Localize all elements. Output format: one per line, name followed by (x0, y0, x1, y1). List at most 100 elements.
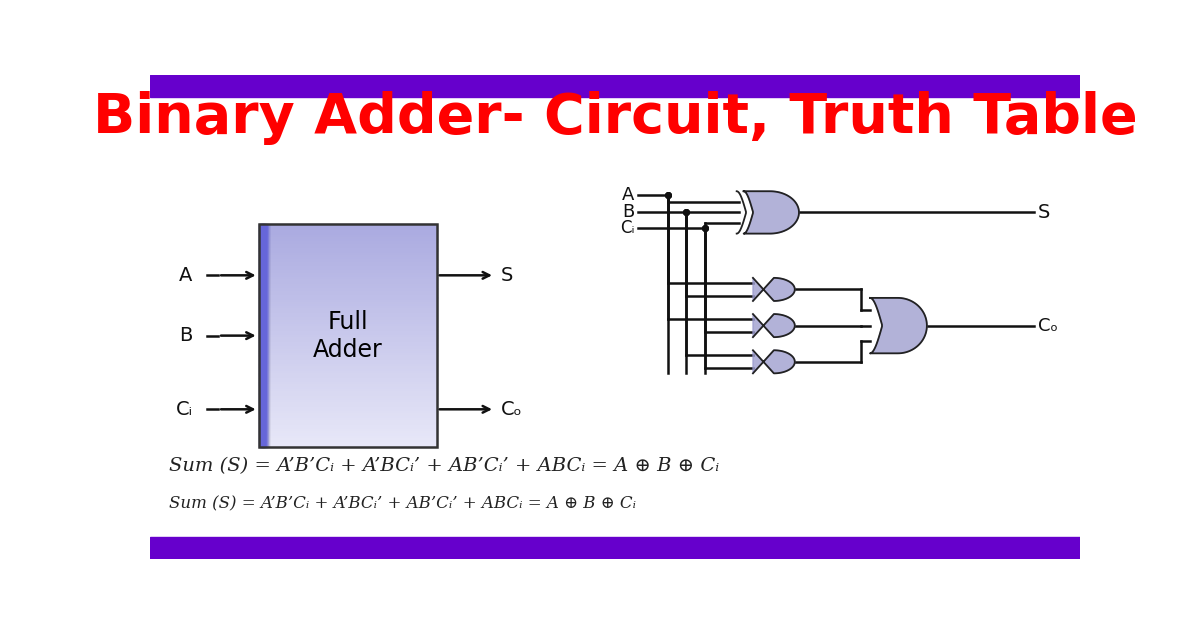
Bar (263, 224, 268, 447)
Bar (260, 224, 265, 447)
Bar (258, 300, 437, 302)
Bar (263, 224, 268, 447)
Text: Binary Adder- Circuit, Truth Table: Binary Adder- Circuit, Truth Table (92, 92, 1138, 146)
Bar (264, 224, 269, 447)
Text: S: S (1038, 203, 1050, 222)
Bar (264, 224, 268, 447)
Text: A: A (179, 266, 193, 285)
Bar (263, 224, 268, 447)
Bar (258, 367, 437, 369)
Bar (258, 376, 437, 378)
Bar (258, 360, 437, 362)
Bar (263, 224, 266, 447)
Bar (258, 357, 437, 360)
Bar (264, 224, 269, 447)
Polygon shape (752, 314, 794, 337)
Bar (258, 440, 437, 443)
Bar (258, 369, 437, 371)
Bar (258, 313, 437, 315)
Bar (258, 308, 437, 311)
Bar (258, 362, 437, 365)
Bar (258, 257, 437, 260)
Bar (258, 255, 437, 257)
Bar (258, 344, 437, 347)
Bar (258, 288, 437, 291)
Bar (258, 355, 437, 358)
Bar (263, 224, 266, 447)
Bar (259, 224, 263, 447)
Bar (258, 228, 437, 230)
Bar (258, 241, 437, 244)
Bar (258, 232, 437, 235)
Bar (258, 271, 437, 273)
Bar (258, 431, 437, 434)
Bar (265, 224, 269, 447)
Bar (258, 251, 437, 253)
Text: Cₒ: Cₒ (1038, 317, 1058, 335)
Bar (258, 239, 437, 242)
Bar (258, 306, 437, 309)
Bar (262, 224, 265, 447)
Bar (258, 279, 437, 282)
Bar (258, 349, 437, 351)
Bar (263, 224, 268, 447)
Bar (258, 393, 437, 396)
Bar (262, 224, 266, 447)
Polygon shape (752, 350, 794, 374)
Bar (258, 264, 437, 266)
Bar (258, 230, 437, 233)
Bar (258, 413, 437, 416)
Polygon shape (744, 192, 799, 234)
Text: Sum (S) = A’B’Cᵢ + A’BCᵢ’ + AB’Cᵢ’ + ABCᵢ = A ⊕ B ⊕ Cᵢ: Sum (S) = A’B’Cᵢ + A’BCᵢ’ + AB’Cᵢ’ + ABC… (169, 458, 720, 475)
Bar (265, 224, 269, 447)
Bar (258, 328, 437, 331)
Bar (258, 337, 437, 340)
Bar (259, 224, 264, 447)
Bar (262, 224, 265, 447)
Bar (258, 364, 437, 367)
Bar (258, 436, 437, 438)
Bar (262, 224, 266, 447)
Bar (258, 382, 437, 385)
Bar (258, 311, 437, 313)
Bar (262, 224, 266, 447)
Bar (260, 224, 265, 447)
Bar (258, 389, 437, 391)
Bar (259, 224, 264, 447)
Text: B: B (622, 203, 635, 222)
Bar (260, 224, 264, 447)
Bar (258, 322, 437, 325)
Bar (258, 291, 437, 293)
Bar (258, 445, 437, 447)
Bar (259, 224, 264, 447)
Bar (258, 371, 437, 374)
Bar (258, 248, 437, 251)
Bar (259, 224, 263, 447)
Polygon shape (870, 298, 926, 354)
Bar (264, 224, 268, 447)
Bar (258, 224, 437, 226)
Bar (258, 259, 437, 262)
Bar (258, 266, 437, 269)
Bar (259, 224, 264, 447)
Bar (258, 244, 437, 246)
Bar (258, 224, 263, 447)
Bar (265, 224, 270, 447)
Bar (258, 315, 437, 318)
Bar (150, 75, 1080, 97)
Bar (258, 268, 437, 271)
Bar (265, 224, 269, 447)
Bar (258, 347, 437, 349)
Bar (264, 224, 269, 447)
Bar (258, 273, 437, 275)
Bar (258, 429, 437, 431)
Bar (258, 380, 437, 382)
Bar (258, 281, 437, 284)
Text: Sum (S) = A’B’Cᵢ + A’BCᵢ’ + AB’Cᵢ’ + ABCᵢ = A ⊕ B ⊕ Cᵢ: Sum (S) = A’B’Cᵢ + A’BCᵢ’ + AB’Cᵢ’ + ABC… (169, 495, 636, 512)
Bar (258, 387, 437, 389)
Bar (258, 398, 437, 401)
Bar (258, 237, 437, 240)
Bar (264, 224, 269, 447)
Bar (259, 224, 263, 447)
Bar (259, 224, 264, 447)
